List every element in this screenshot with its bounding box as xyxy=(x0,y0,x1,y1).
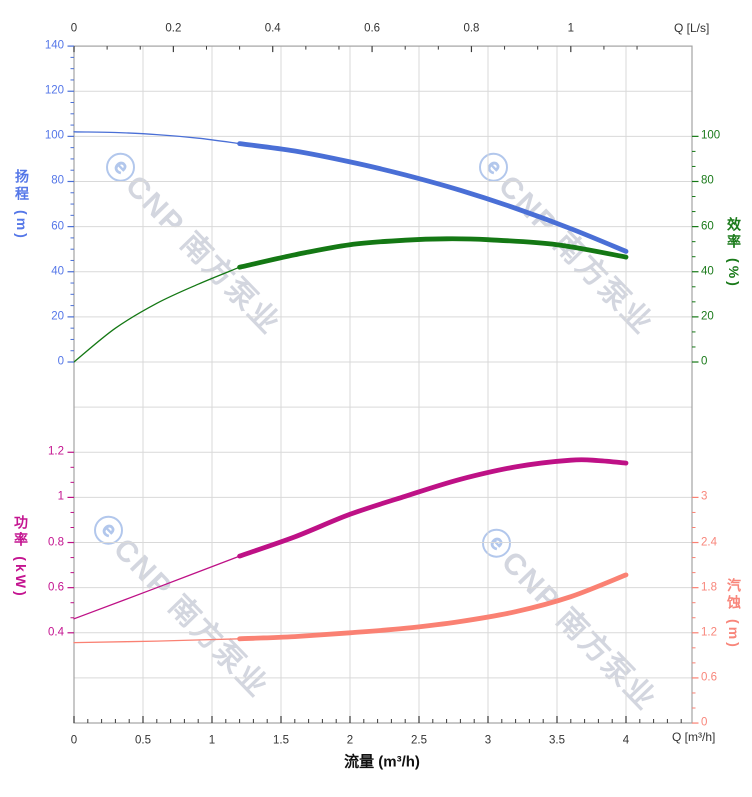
head-axis-tick-label: 80 xyxy=(51,174,64,187)
eff-axis-tick-label: 80 xyxy=(701,174,714,187)
efficiency-curve-thick xyxy=(237,236,629,270)
head-axis-tick-label: 20 xyxy=(51,310,64,323)
npsh-axis-tick-label: 0 xyxy=(701,716,708,729)
bottom-axis-tick-label: 3.5 xyxy=(549,734,565,747)
npsh-curve-thin xyxy=(73,638,241,644)
head-axis-tick-label: 120 xyxy=(44,84,64,97)
eff-axis-tick-label: 20 xyxy=(701,310,714,323)
power-curve-thick xyxy=(237,457,629,559)
bottom-axis-tick-label: 4 xyxy=(622,734,630,747)
bottom-axis-unit-label: Q [m³/h] xyxy=(672,730,716,744)
top-axis-unit-label: Q [L/s] xyxy=(674,21,710,35)
eff-axis-title: 效率 (%) xyxy=(726,217,742,289)
power-axis-tick-label: 1 xyxy=(57,490,64,503)
head-axis-tick-label: 100 xyxy=(44,129,64,142)
bottom-axis-tick-label: 0.5 xyxy=(135,734,151,747)
top-axis-tick-label: 0.4 xyxy=(264,22,281,35)
bottom-axis-tick-label: 2.5 xyxy=(411,734,427,747)
head-axis-tick-label: 140 xyxy=(44,39,64,52)
head-axis-title: 扬程 (m) xyxy=(14,169,30,241)
top-axis-tick-label: 0.2 xyxy=(165,22,182,35)
bottom-axis-tick-label: 3 xyxy=(484,734,492,747)
top-axis-tick-label: 0.6 xyxy=(364,22,381,35)
npsh-axis-tick-label: 1.8 xyxy=(701,580,717,593)
power-axis-tick-label: 0.4 xyxy=(48,626,64,639)
top-axis-tick-label: 0 xyxy=(70,22,78,35)
head-axis-tick-label: 60 xyxy=(51,219,64,232)
eff-axis-tick-label: 0 xyxy=(701,355,708,368)
npsh-axis-tick-label: 3 xyxy=(701,490,708,503)
head-axis-tick-label: 0 xyxy=(57,355,64,368)
eff-axis-tick-label: 40 xyxy=(701,265,714,277)
eff-axis-tick-label: 100 xyxy=(701,129,721,142)
power-axis-tick-label: 1.2 xyxy=(48,445,64,458)
head-axis-tick-label: 40 xyxy=(51,265,64,277)
bottom-axis-tick-label: 1 xyxy=(208,734,216,747)
head-curve-thick xyxy=(237,141,629,254)
head-curve-thin xyxy=(73,131,241,145)
npsh-axis-tick-label: 1.2 xyxy=(701,626,717,639)
npsh-axis-tick-label: 0.6 xyxy=(701,671,717,684)
power-axis-title: 功率 (kW) xyxy=(13,515,29,599)
top-axis-tick-label: 0.8 xyxy=(463,22,480,35)
npsh-curve-thick xyxy=(237,572,629,642)
plot-frame xyxy=(73,45,693,724)
bottom-axis-title: 流量 (m³/h) xyxy=(344,753,420,771)
top-axis-tick-label: 1 xyxy=(567,22,574,35)
bottom-axis-tick-label: 2 xyxy=(346,734,354,747)
npsh-axis-title: 汽蚀 (m) xyxy=(726,578,742,650)
npsh-axis-tick-label: 2.4 xyxy=(701,535,717,548)
power-axis-tick-label: 0.6 xyxy=(48,580,64,593)
power-curve-thin xyxy=(73,555,241,620)
bottom-axis-tick-label: 0 xyxy=(70,734,78,747)
power-axis-tick-label: 0.8 xyxy=(48,535,64,548)
eff-axis-tick-label: 60 xyxy=(701,219,714,232)
bottom-axis-tick-label: 1.5 xyxy=(273,734,289,747)
efficiency-curve-thin xyxy=(73,266,241,363)
